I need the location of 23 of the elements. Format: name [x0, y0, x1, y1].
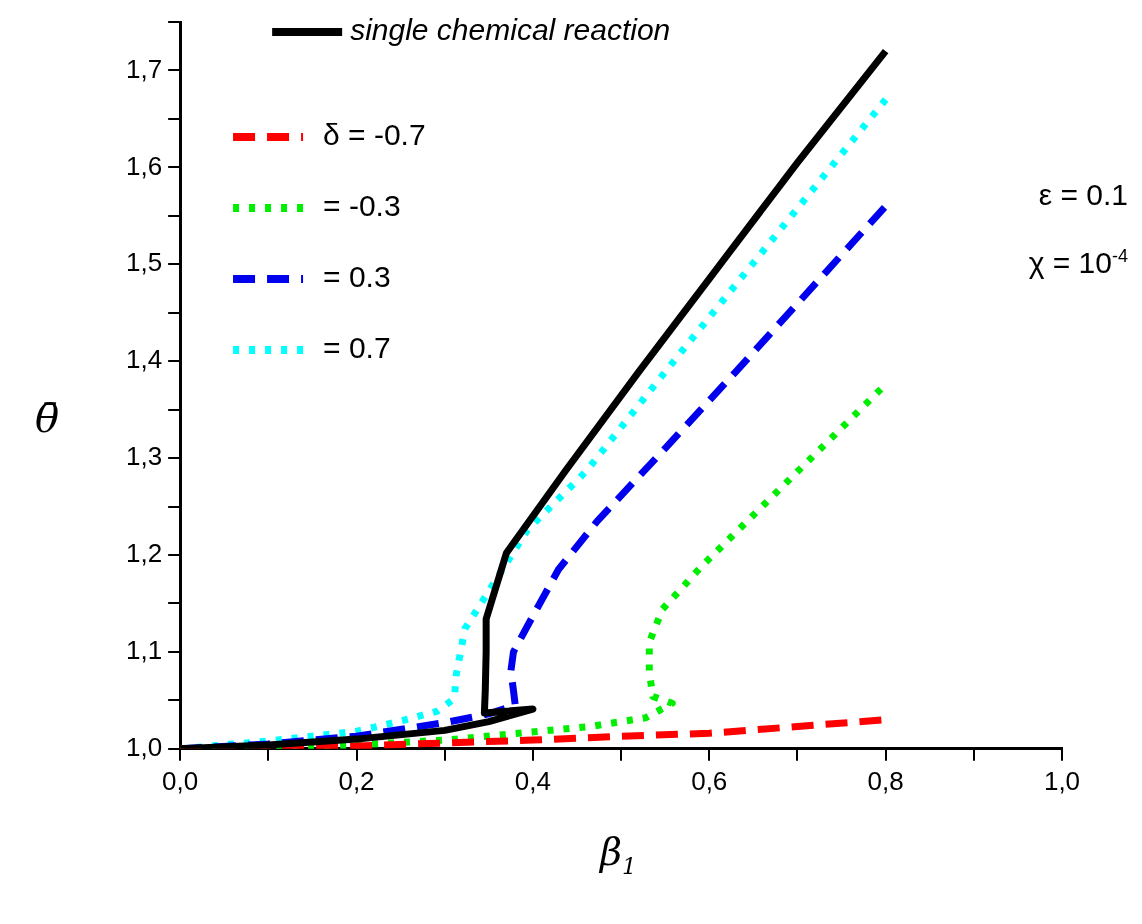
- y-axis-title: θ̄: [35, 395, 60, 441]
- y-tick-label: 1,6: [125, 150, 163, 181]
- x-tick-label: 0,2: [338, 765, 375, 796]
- legend-label: = 0.3: [323, 260, 391, 294]
- x-axis-title: β$_{1}$: [600, 830, 637, 879]
- y-tick-label: 1,3: [125, 441, 163, 472]
- legend-label: = -0.3: [323, 189, 401, 223]
- y-tick-label: 1,7: [125, 53, 163, 84]
- annotation: χ = 10$^{-4}$: [1028, 246, 1128, 280]
- x-tick-label: 1,0: [1043, 765, 1081, 796]
- x-tick-label: 0,0: [162, 765, 199, 796]
- annotation: ε = 0.1: [1038, 178, 1128, 212]
- legend-label: δ = -0.7: [323, 118, 426, 152]
- y-tick-label: 1,0: [125, 731, 163, 762]
- y-tick-label: 1,1: [125, 635, 163, 666]
- legend-label: single chemical reaction: [350, 13, 671, 47]
- x-tick-label: 0,6: [691, 765, 728, 796]
- x-tick-label: 0,8: [867, 765, 904, 796]
- y-tick-label: 1,5: [125, 247, 163, 278]
- legend-label: = 0.7: [323, 331, 391, 365]
- y-tick-label: 1,4: [125, 344, 163, 375]
- y-tick-label: 1,2: [125, 538, 163, 569]
- x-tick-label: 0,4: [514, 765, 551, 796]
